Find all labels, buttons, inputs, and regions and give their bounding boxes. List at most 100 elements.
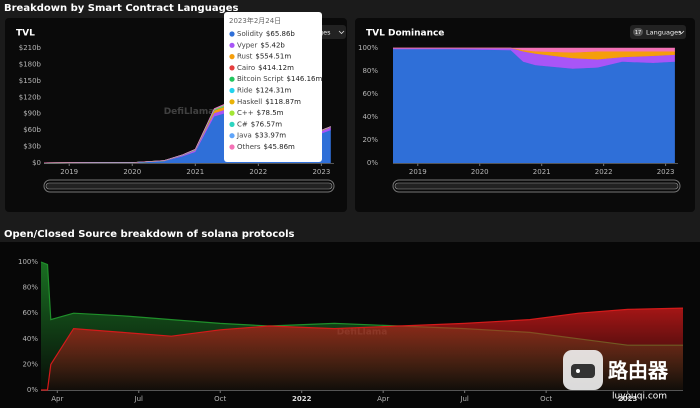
x-tick-label: 2023 [657,168,675,176]
x-tick-label: Apr [377,395,389,403]
tooltip-name: C++ [237,109,254,117]
y-tick-label: 100% [18,258,38,266]
x-tick-label: 2021 [186,168,204,176]
y-tick-label: 80% [362,67,378,75]
y-tick-label: $0 [32,159,41,167]
range-slider-handle [45,182,333,190]
tooltip [224,12,322,162]
tooltip-swatch [229,87,235,94]
tooltip-value: $78.5m [257,109,284,117]
dropdown [630,25,686,39]
dropdown-badge [633,28,643,36]
tooltip-swatch [229,65,235,71]
y-tick-label: 20% [22,360,38,368]
tooltip-name: Rust [237,53,253,61]
x-tick-label: 2020 [123,168,141,176]
y-tick-label: $60b [23,126,41,134]
watermark-title: 路由器 [608,359,669,383]
y-tick-label: 0% [367,159,378,167]
x-tick-label: Oct [540,395,552,403]
tooltip-swatch [229,99,235,105]
tooltip-value: $65.86b [266,30,295,38]
area [393,48,675,60]
y-tick-label: $30b [23,143,41,151]
tooltip-swatch [229,54,235,60]
area [393,48,675,53]
y-tick-label: 20% [362,136,378,144]
tooltip-name: Solidity [237,30,263,38]
x-tick-label: 2022 [595,168,613,176]
area [393,48,675,69]
range-slider [392,179,681,193]
dropdown-label: Languages [646,29,682,37]
y-tick-label: $180b [19,60,42,68]
tooltip-swatch [229,144,235,150]
x-tick-label: Jul [459,395,469,403]
tooltip-value: $5.42b [260,41,285,49]
area [41,308,683,390]
dropdown-caret [678,30,685,35]
y-tick-label: $210b [19,44,42,52]
x-tick-label: Jul [134,395,144,403]
range-slider-handle [394,182,679,190]
tooltip-value: $118.87m [265,98,301,106]
site-watermark: 路由器 luyouqi.com [563,350,669,402]
section-title: Breakdown by Smart Contract Languages [4,3,239,14]
dropdown-caret [338,30,345,35]
y-tick-label: $120b [19,93,42,101]
range-slider [43,179,335,193]
y-tick-label: 40% [22,335,38,343]
y-tick-label: 60% [22,309,38,317]
area [393,49,675,164]
tooltip-date: 2023年2月24日 [229,16,281,25]
tooltip-value: $76.57m [251,120,282,128]
tooltip-name: Others [237,143,261,151]
tooltip-name: Java [236,132,252,140]
y-tick-label: 40% [362,113,378,121]
tooltip-swatch [229,42,235,48]
x-tick-label: 2019 [409,168,427,176]
y-tick-label: 0% [27,386,38,394]
tooltip-value: $146.16m [287,75,323,83]
x-tick-label: 2021 [533,168,551,176]
x-tick-label: 2022 [292,395,312,403]
icon [576,369,580,373]
x-tick-label: Oct [214,395,226,403]
y-tick-label: 60% [362,90,378,98]
tooltip-value: $124.31m [256,87,292,95]
brand-watermark: DefiLlama [164,107,215,117]
tooltip-value: $554.51m [255,53,291,61]
x-tick-label: 2019 [60,168,78,176]
tooltip-swatch [229,133,235,139]
y-tick-label: $90b [23,110,41,118]
series-line [41,307,684,391]
tooltip-swatch [229,110,235,116]
chart-title: TVL Dominance [366,29,444,39]
y-tick-label: 100% [358,44,378,52]
x-tick-label: 2020 [471,168,489,176]
tooltip-name: Bitcoin Script [237,75,284,83]
tooltip-value: $414.12m [258,64,294,72]
chart-title: TVL [16,29,35,39]
tooltip-name: Haskell [237,98,262,106]
x-tick-label: 2022 [249,168,267,176]
x-tick-label: 2023 [312,168,330,176]
charts: DefiLlama $0 $30b $60b $90b $120b $150b $180b $2… [18,12,686,403]
x-tick-label: 2023 [618,395,638,403]
watermark-url: luyouqi.com [612,392,667,402]
x-tick-label: Apr [51,395,63,403]
tooltip-swatch [229,76,235,82]
section-title: Open/Closed Source breakdown of solana p… [4,229,295,240]
tooltip-swatch [229,121,235,127]
tooltip-name: Vyper [237,41,257,49]
dropdown-badge-text: 17 [635,30,641,36]
tooltip-name: Cairo [237,64,255,72]
tooltip-name: Ride [237,87,253,95]
icon [571,364,595,378]
tooltip-value: $45.86m [264,143,295,151]
y-tick-label: 80% [22,284,38,292]
tooltip-swatch [229,31,235,37]
y-tick-label: $150b [19,77,42,85]
tooltip-name: C# [237,120,248,128]
